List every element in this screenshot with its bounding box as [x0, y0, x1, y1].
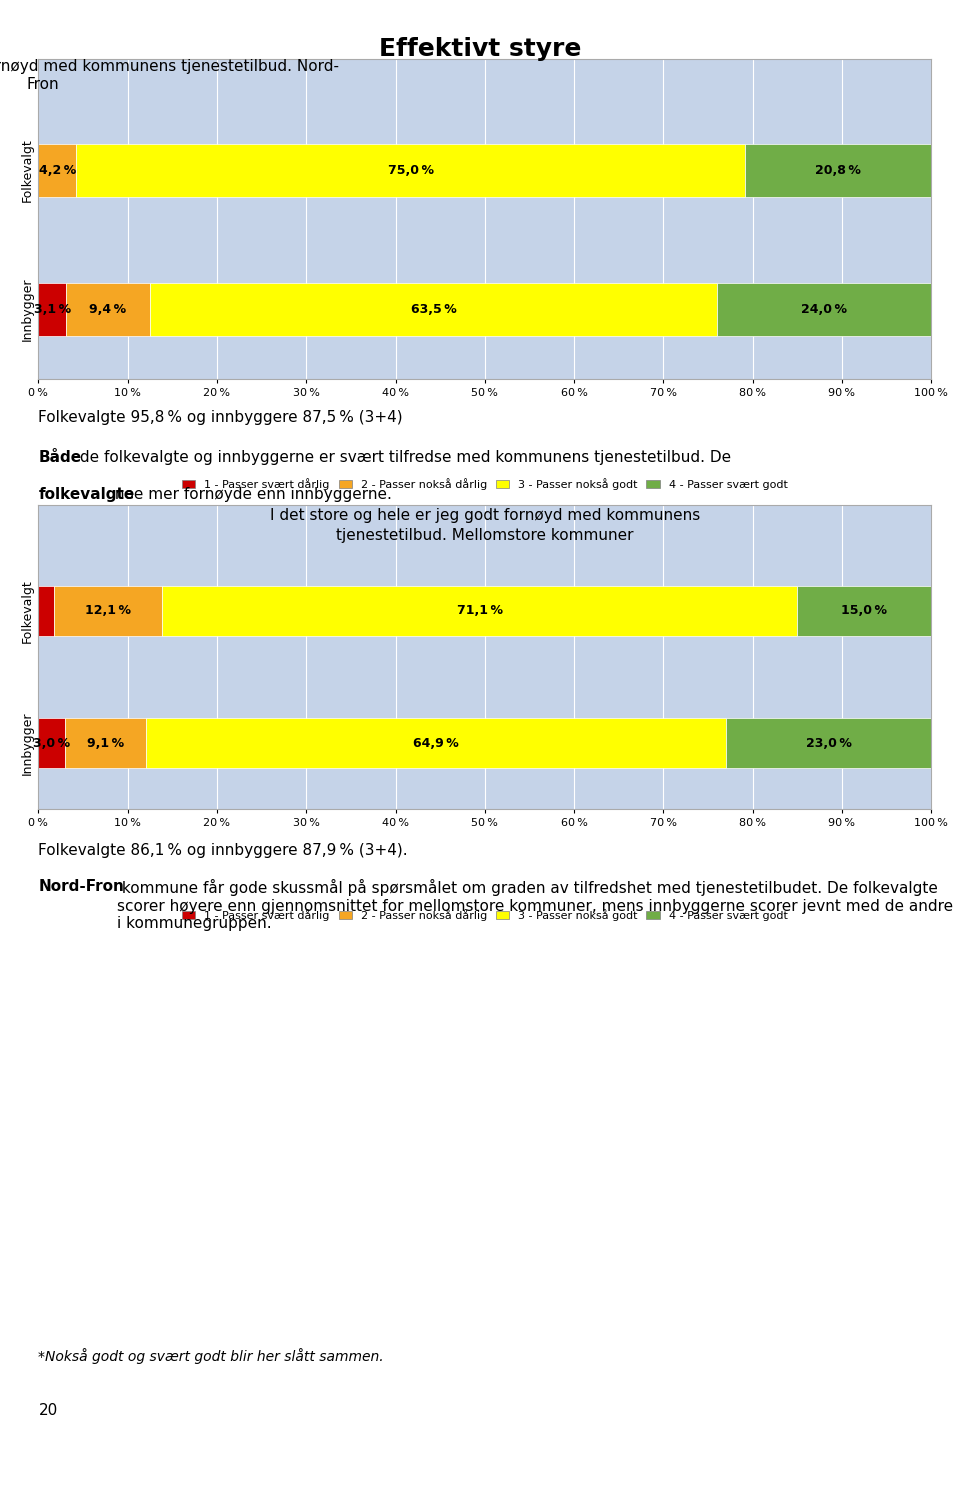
Bar: [38, 717, 65, 768]
Text: 20,8 %: 20,8 %: [815, 163, 861, 177]
Text: Folkevalgte 86,1 % og innbyggere 87,9 % (3+4).: Folkevalgte 86,1 % og innbyggere 87,9 % …: [38, 843, 408, 858]
Bar: [65, 717, 147, 768]
Text: 3,1 %: 3,1 %: [34, 303, 71, 316]
Text: noe mer fornøyde enn innbyggerne.: noe mer fornøyde enn innbyggerne.: [110, 487, 393, 502]
Text: 3,0 %: 3,0 %: [34, 737, 70, 750]
Text: de folkevalgte og innbyggerne er svært tilfredse med kommunens tjenestetilbud. D: de folkevalgte og innbyggerne er svært t…: [75, 450, 731, 465]
Text: folkevalgte: folkevalgte: [38, 487, 134, 502]
Bar: [38, 585, 55, 636]
Text: 9,4 %: 9,4 %: [89, 303, 127, 316]
Legend: 1 - Passer svært dårlig, 2 - Passer nokså dårlig, 3 - Passer nokså godt, 4 - Pas: 1 - Passer svært dårlig, 2 - Passer noks…: [178, 904, 792, 925]
Text: 4,2 %: 4,2 %: [38, 163, 76, 177]
Text: Fron: Fron: [27, 77, 60, 92]
Bar: [717, 282, 931, 336]
Text: I det store og hele er jeg godt fornøyd med kommunens tjenestetilbud. Nord-: I det store og hele er jeg godt fornøyd …: [0, 59, 340, 74]
Bar: [162, 585, 797, 636]
Legend: 1 - Passer svært dårlig, 2 - Passer nokså dårlig, 3 - Passer nokså godt, 4 - Pas: 1 - Passer svært dårlig, 2 - Passer noks…: [178, 474, 792, 495]
Text: 63,5 %: 63,5 %: [411, 303, 456, 316]
Bar: [746, 144, 931, 198]
Text: tjenestetilbud. Mellomstore kommuner: tjenestetilbud. Mellomstore kommuner: [336, 527, 634, 544]
Bar: [798, 585, 931, 636]
Bar: [147, 717, 726, 768]
Text: Effektivt styre: Effektivt styre: [379, 37, 581, 61]
Text: 9,1 %: 9,1 %: [87, 737, 125, 750]
Bar: [66, 282, 150, 336]
Text: I det store og hele er jeg godt fornøyd med kommunens: I det store og hele er jeg godt fornøyd …: [270, 508, 700, 523]
Bar: [76, 144, 746, 198]
Text: 64,9 %: 64,9 %: [413, 737, 459, 750]
Text: 75,0 %: 75,0 %: [388, 163, 434, 177]
Text: 12,1 %: 12,1 %: [85, 604, 132, 618]
Text: kommune får gode skussmål på spørsmålet om graden av tilfredshet med tjenestetil: kommune får gode skussmål på spørsmålet …: [117, 879, 953, 931]
Bar: [55, 585, 162, 636]
Text: *Nokså godt og svært godt blir her slått sammen.: *Nokså godt og svært godt blir her slått…: [38, 1348, 384, 1365]
Text: 71,1 %: 71,1 %: [457, 604, 503, 618]
Text: Både: Både: [38, 450, 82, 465]
Text: Folkevalgte 95,8 % og innbyggere 87,5 % (3+4): Folkevalgte 95,8 % og innbyggere 87,5 % …: [38, 410, 403, 425]
Bar: [726, 717, 931, 768]
Text: 15,0 %: 15,0 %: [841, 604, 887, 618]
Text: 23,0 %: 23,0 %: [805, 737, 852, 750]
Bar: [38, 144, 76, 198]
Bar: [150, 282, 717, 336]
Text: 24,0 %: 24,0 %: [801, 303, 847, 316]
Text: 20: 20: [38, 1403, 58, 1418]
Text: Nord-Fron: Nord-Fron: [38, 879, 124, 894]
Bar: [38, 282, 66, 336]
